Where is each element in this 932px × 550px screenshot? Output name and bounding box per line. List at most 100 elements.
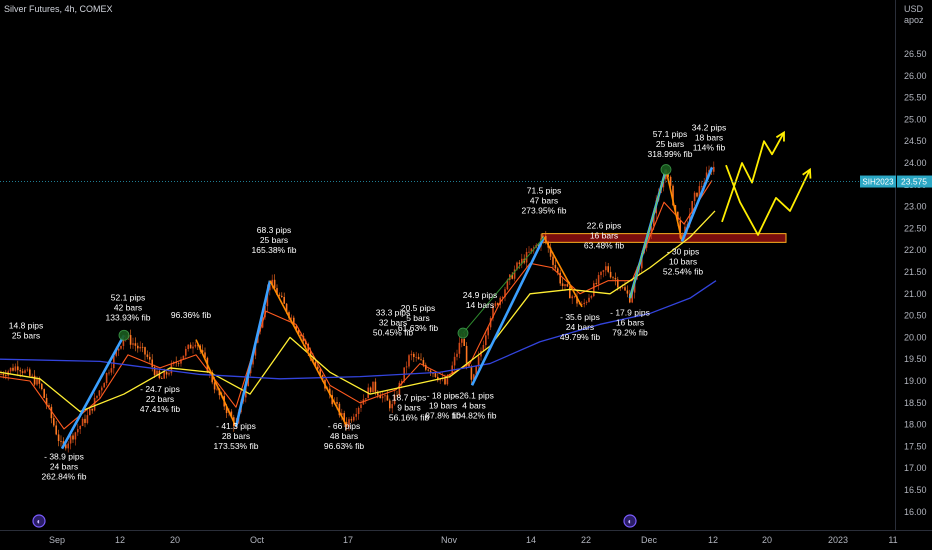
candle-body bbox=[180, 359, 182, 364]
swing-annotation-line: 104.82% fib bbox=[452, 410, 497, 420]
candle-body bbox=[434, 373, 437, 377]
swing-annotation-line: 14 bars bbox=[466, 300, 494, 310]
candle-body bbox=[122, 338, 125, 346]
candle-body bbox=[552, 256, 554, 265]
candle-body bbox=[425, 364, 427, 370]
candle-body bbox=[564, 284, 566, 287]
time-tick-label[interactable]: Dec bbox=[641, 535, 658, 545]
candle-body bbox=[396, 395, 398, 396]
candle-body bbox=[319, 369, 321, 375]
candle-body bbox=[343, 413, 345, 423]
price-tick-label[interactable]: 20.00 bbox=[904, 332, 927, 342]
candle-body bbox=[293, 317, 295, 327]
time-tick-label[interactable]: 2023 bbox=[828, 535, 848, 545]
price-tick-label[interactable]: 22.00 bbox=[904, 245, 927, 255]
candle-body bbox=[79, 425, 81, 430]
candle-body bbox=[422, 360, 425, 365]
candle-body bbox=[74, 432, 77, 440]
candle-body bbox=[33, 375, 36, 385]
time-tick-label[interactable]: Oct bbox=[250, 535, 265, 545]
candle-body bbox=[24, 370, 26, 373]
candle-body bbox=[492, 306, 494, 319]
candle-body bbox=[273, 279, 276, 289]
candle-body bbox=[360, 404, 362, 409]
swing-annotation: 52.1 pips 42 bars 133.93% fib bbox=[106, 292, 151, 322]
price-tick-label[interactable]: 26.00 bbox=[904, 71, 927, 81]
candle-body bbox=[317, 366, 319, 370]
time-tick-label[interactable]: Sep bbox=[49, 535, 65, 545]
price-tick-label[interactable]: 17.50 bbox=[904, 441, 927, 451]
last-price-badge bbox=[897, 175, 932, 188]
candle-body bbox=[91, 408, 93, 411]
time-tick-label[interactable]: 22 bbox=[581, 535, 591, 545]
time-tick-label[interactable]: 20 bbox=[170, 535, 180, 545]
swing-annotation-line: 52.54% fib bbox=[663, 267, 703, 277]
candle-body bbox=[463, 338, 465, 346]
event-icon[interactable]: ◐ bbox=[32, 514, 46, 528]
candle-body bbox=[161, 378, 163, 379]
zigzag-up-leg bbox=[680, 166, 714, 242]
candle-body bbox=[708, 170, 710, 173]
candle-body bbox=[355, 413, 357, 417]
price-tick-label[interactable]: 18.00 bbox=[904, 420, 927, 430]
candle-body bbox=[350, 419, 353, 421]
chart-title: Silver Futures, 4h, COMEX bbox=[4, 4, 113, 14]
price-tick-label[interactable]: 22.50 bbox=[904, 223, 927, 233]
svg-text:◐: ◐ bbox=[37, 517, 42, 526]
price-tick-label[interactable]: 21.50 bbox=[904, 267, 927, 277]
price-axis-ticks[interactable]: 16.00 16.50 17.00 17.50 18.00 18.50 19.00 19.50… bbox=[904, 49, 927, 517]
time-tick-label[interactable]: Nov bbox=[441, 535, 458, 545]
time-axis-ticks[interactable]: Sep 12 20 Oct 17 Nov 14 22 Dec 12 20 2023 11 bbox=[49, 535, 898, 545]
swing-annotation: 57.1 pips 25 bars 318.99% fib bbox=[648, 129, 693, 159]
price-tick-label[interactable]: 25.50 bbox=[904, 93, 927, 103]
price-tick-label[interactable]: 21.00 bbox=[904, 289, 927, 299]
candle-body bbox=[597, 275, 600, 284]
time-tick-label[interactable]: 17 bbox=[343, 535, 353, 545]
candle-body bbox=[449, 374, 451, 378]
price-tick-label[interactable]: 20.50 bbox=[904, 311, 927, 321]
time-tick-label[interactable]: 12 bbox=[708, 535, 718, 545]
price-tick-label[interactable]: 23.00 bbox=[904, 202, 927, 212]
time-tick-label[interactable]: 11 bbox=[888, 535, 897, 545]
price-tick-label[interactable]: 16.00 bbox=[904, 507, 927, 517]
candle-body bbox=[290, 317, 293, 319]
candle-body bbox=[132, 343, 134, 345]
price-tick-label[interactable]: 24.50 bbox=[904, 136, 927, 146]
candle-body bbox=[252, 355, 254, 365]
candle-body bbox=[115, 350, 117, 356]
candle-body bbox=[605, 266, 607, 271]
candle-body bbox=[48, 405, 50, 407]
price-tick-label[interactable]: 17.00 bbox=[904, 463, 927, 473]
swing-annotation-line: 25 bars bbox=[260, 235, 288, 245]
price-tick-label[interactable]: 26.50 bbox=[904, 49, 927, 59]
time-tick-label[interactable]: 20 bbox=[762, 535, 772, 545]
candle-body bbox=[444, 378, 446, 385]
price-tick-label[interactable]: 18.50 bbox=[904, 398, 927, 408]
swing-annotation-line: 20.5 pips bbox=[401, 303, 436, 313]
candle-body bbox=[153, 366, 156, 376]
candle-body bbox=[408, 355, 410, 367]
candle-body bbox=[677, 211, 679, 221]
time-tick-label[interactable]: 12 bbox=[115, 535, 125, 545]
candle-body bbox=[285, 303, 288, 313]
candle-body bbox=[415, 356, 417, 358]
candle-body bbox=[398, 382, 401, 396]
price-tick-label[interactable]: 24.00 bbox=[904, 158, 927, 168]
time-tick-label[interactable]: 14 bbox=[526, 535, 536, 545]
swing-annotation-line: - 41.3 pips bbox=[216, 421, 256, 431]
candle-body bbox=[266, 290, 269, 307]
candle-body bbox=[698, 186, 701, 197]
candle-body bbox=[0, 374, 2, 375]
candle-body bbox=[487, 327, 489, 336]
price-tick-label[interactable]: 19.50 bbox=[904, 354, 927, 364]
price-tick-label[interactable]: 19.00 bbox=[904, 376, 927, 386]
candle-body bbox=[593, 283, 595, 297]
swing-annotation-line: 24.9 pips bbox=[463, 290, 498, 300]
candle-body bbox=[485, 335, 487, 346]
price-tick-label[interactable]: 16.50 bbox=[904, 485, 927, 495]
price-tick-label[interactable]: 25.00 bbox=[904, 114, 927, 124]
candle-body bbox=[653, 213, 655, 227]
candle-body bbox=[518, 262, 521, 264]
event-icon[interactable]: ◐ bbox=[623, 514, 637, 528]
